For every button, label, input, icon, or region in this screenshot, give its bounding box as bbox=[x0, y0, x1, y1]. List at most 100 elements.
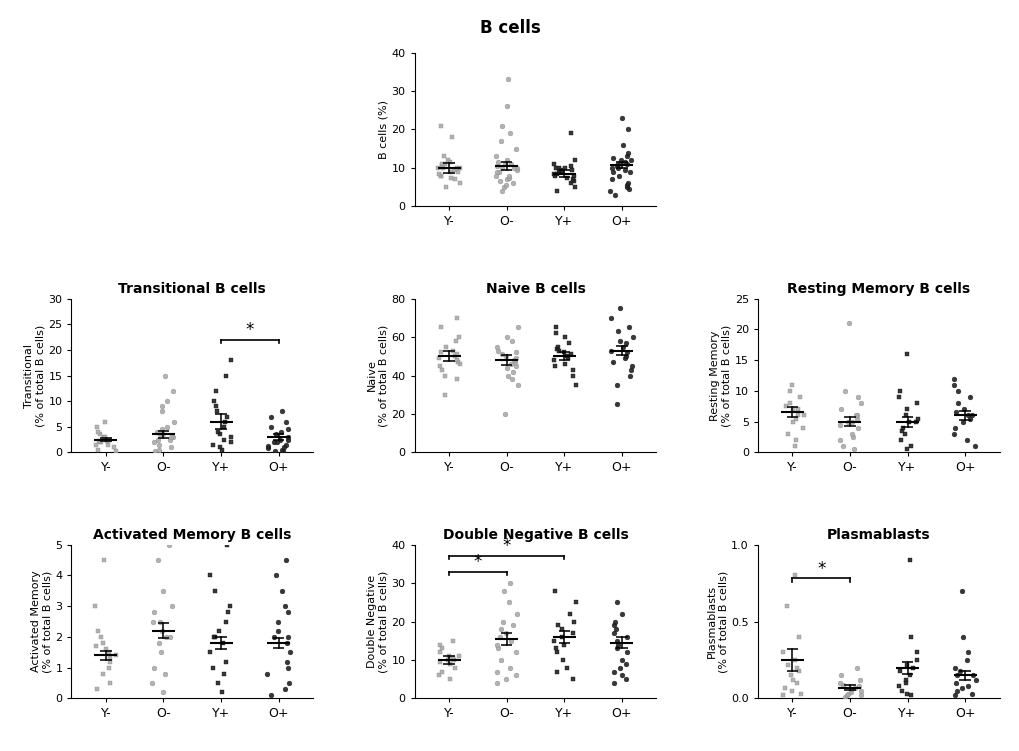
Point bbox=[498, 154, 515, 166]
Point bbox=[508, 321, 525, 333]
Point bbox=[618, 336, 634, 348]
Point bbox=[100, 439, 116, 451]
Point bbox=[556, 162, 573, 174]
Point bbox=[832, 669, 848, 681]
Point bbox=[96, 431, 112, 443]
Point bbox=[964, 669, 980, 681]
Point bbox=[902, 440, 918, 452]
Point bbox=[904, 662, 920, 674]
Point bbox=[279, 662, 296, 674]
Point bbox=[908, 654, 924, 666]
Point bbox=[433, 158, 449, 170]
Point bbox=[165, 385, 181, 397]
Point bbox=[791, 665, 807, 677]
Title: Plasmablasts: Plasmablasts bbox=[826, 528, 929, 542]
Point bbox=[967, 674, 983, 686]
Point bbox=[848, 409, 864, 421]
Point bbox=[562, 348, 579, 360]
Point bbox=[548, 665, 565, 677]
Point bbox=[555, 638, 572, 650]
Point bbox=[263, 411, 279, 423]
Point bbox=[609, 325, 626, 337]
Point bbox=[500, 171, 517, 183]
Point bbox=[451, 358, 468, 370]
Point bbox=[155, 686, 171, 698]
Point bbox=[444, 345, 461, 357]
Point bbox=[782, 397, 798, 409]
Point bbox=[565, 673, 581, 685]
Point bbox=[618, 150, 634, 162]
Point bbox=[448, 373, 465, 385]
Point bbox=[276, 600, 292, 612]
Y-axis label: B cells (%): B cells (%) bbox=[378, 100, 388, 159]
Point bbox=[498, 331, 515, 343]
Point bbox=[567, 379, 583, 391]
Point bbox=[961, 412, 977, 424]
Point bbox=[496, 158, 513, 170]
Point bbox=[893, 685, 909, 697]
Point bbox=[499, 74, 516, 86]
Point bbox=[948, 685, 964, 697]
Point bbox=[279, 431, 296, 443]
Point bbox=[208, 400, 224, 412]
Point bbox=[488, 166, 504, 178]
Point bbox=[216, 668, 232, 680]
Point bbox=[208, 406, 224, 418]
Y-axis label: Activated Memory
(% of total B cells): Activated Memory (% of total B cells) bbox=[31, 571, 52, 673]
Point bbox=[431, 638, 447, 650]
Point bbox=[441, 156, 458, 168]
Point bbox=[153, 647, 169, 659]
Point bbox=[493, 654, 510, 666]
Point bbox=[567, 181, 583, 193]
Point bbox=[434, 162, 450, 174]
Point bbox=[430, 162, 446, 174]
Point bbox=[901, 669, 917, 681]
Point bbox=[849, 391, 865, 403]
Point bbox=[851, 674, 867, 686]
Point bbox=[431, 352, 447, 364]
Point bbox=[842, 686, 858, 698]
Point bbox=[898, 443, 914, 455]
Point bbox=[782, 385, 798, 397]
Point bbox=[794, 422, 810, 434]
Point bbox=[555, 346, 572, 358]
Point bbox=[489, 156, 505, 168]
Point bbox=[959, 409, 975, 421]
Point bbox=[494, 119, 511, 131]
Y-axis label: Resting Memory
(% of total B cells): Resting Memory (% of total B cells) bbox=[709, 324, 732, 427]
Point bbox=[620, 123, 636, 135]
Point bbox=[839, 688, 855, 700]
Point bbox=[955, 403, 971, 415]
Point bbox=[616, 156, 633, 168]
Point bbox=[549, 341, 566, 353]
Point bbox=[602, 345, 619, 357]
Point bbox=[613, 654, 630, 666]
Point bbox=[205, 439, 221, 451]
Point bbox=[488, 170, 504, 182]
Point bbox=[504, 620, 521, 632]
Point bbox=[146, 436, 162, 448]
Point bbox=[487, 150, 503, 162]
Point bbox=[217, 369, 233, 382]
Point bbox=[278, 637, 294, 649]
Point bbox=[615, 164, 632, 176]
Point bbox=[830, 419, 847, 431]
Point bbox=[216, 433, 232, 445]
Point bbox=[502, 158, 519, 170]
Point bbox=[106, 442, 122, 454]
Text: *: * bbox=[473, 553, 482, 571]
Point bbox=[547, 585, 564, 597]
Point bbox=[502, 635, 519, 647]
Point bbox=[157, 668, 173, 680]
Point bbox=[891, 680, 907, 692]
Point bbox=[270, 616, 286, 628]
Point bbox=[500, 170, 517, 182]
Point bbox=[907, 415, 923, 427]
Point bbox=[96, 432, 112, 444]
Point bbox=[549, 620, 566, 632]
Point bbox=[436, 158, 452, 170]
Point bbox=[836, 385, 852, 397]
Point bbox=[846, 443, 862, 455]
Point bbox=[603, 173, 620, 185]
Point bbox=[146, 662, 162, 674]
